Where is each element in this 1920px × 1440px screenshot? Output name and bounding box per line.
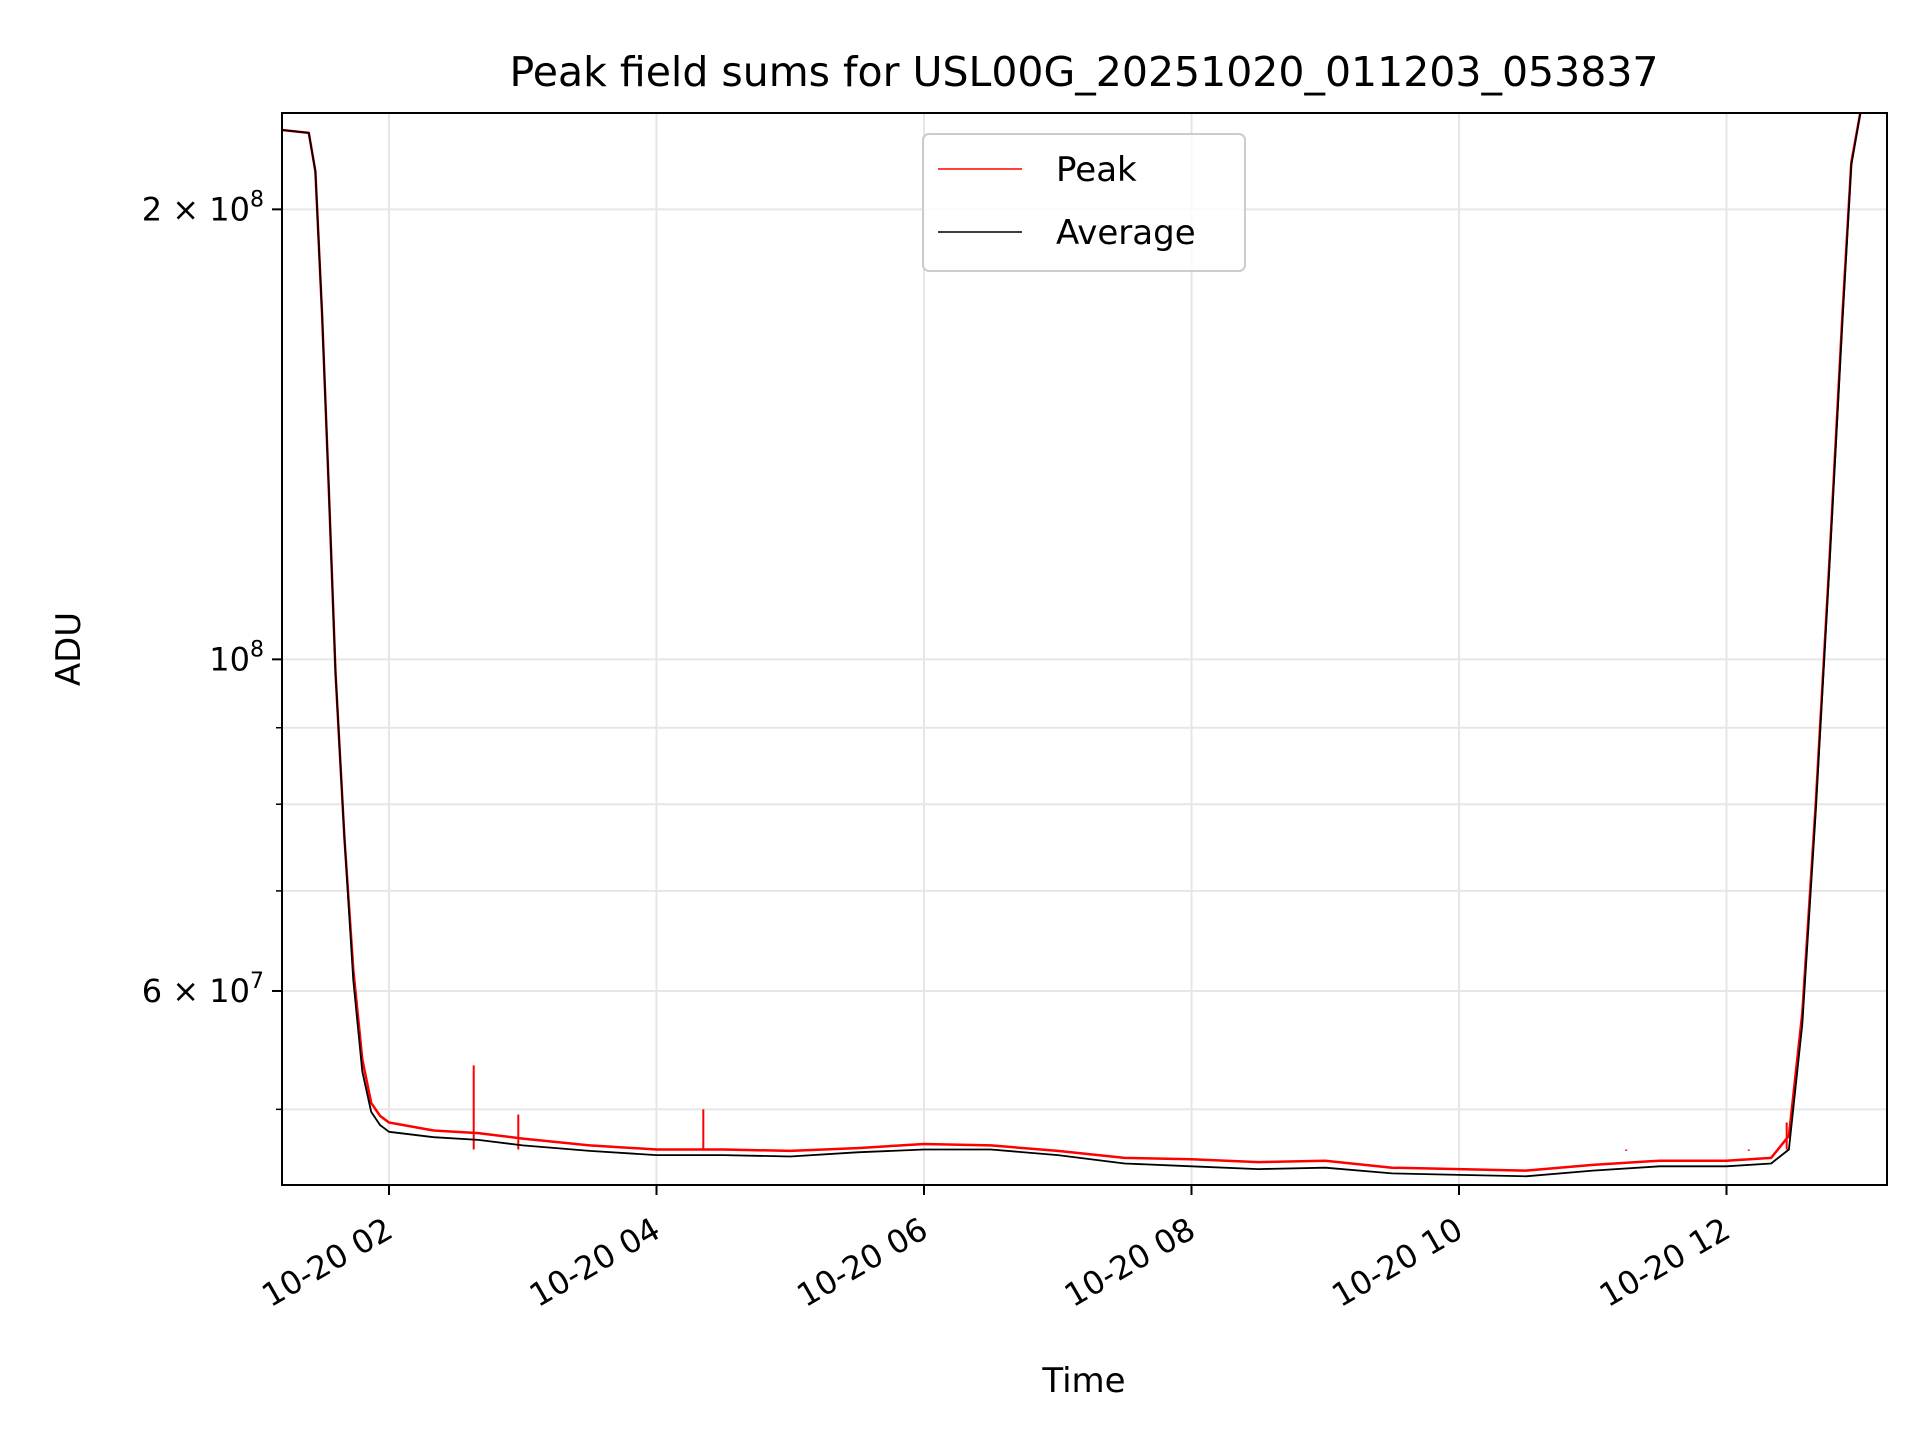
y-tick-label: 2 × 108 (142, 187, 264, 228)
legend: Peak Average (922, 133, 1246, 272)
chart-title: Peak field sums for USL00G_20251020_0112… (509, 48, 1658, 96)
x-axis-label: Time (1041, 1361, 1125, 1401)
series-line-average (282, 113, 1862, 1178)
legend-label-average: Average (1056, 213, 1196, 253)
plot-frame (281, 112, 1888, 1186)
grid-lines (282, 113, 1887, 1185)
legend-label-peak: Peak (1056, 150, 1137, 190)
y-tick-label: 6 × 107 (142, 969, 264, 1010)
plot-series (282, 113, 1862, 1178)
y-axis-label: ADU (49, 612, 89, 686)
y-tick-label: 108 (209, 637, 264, 678)
